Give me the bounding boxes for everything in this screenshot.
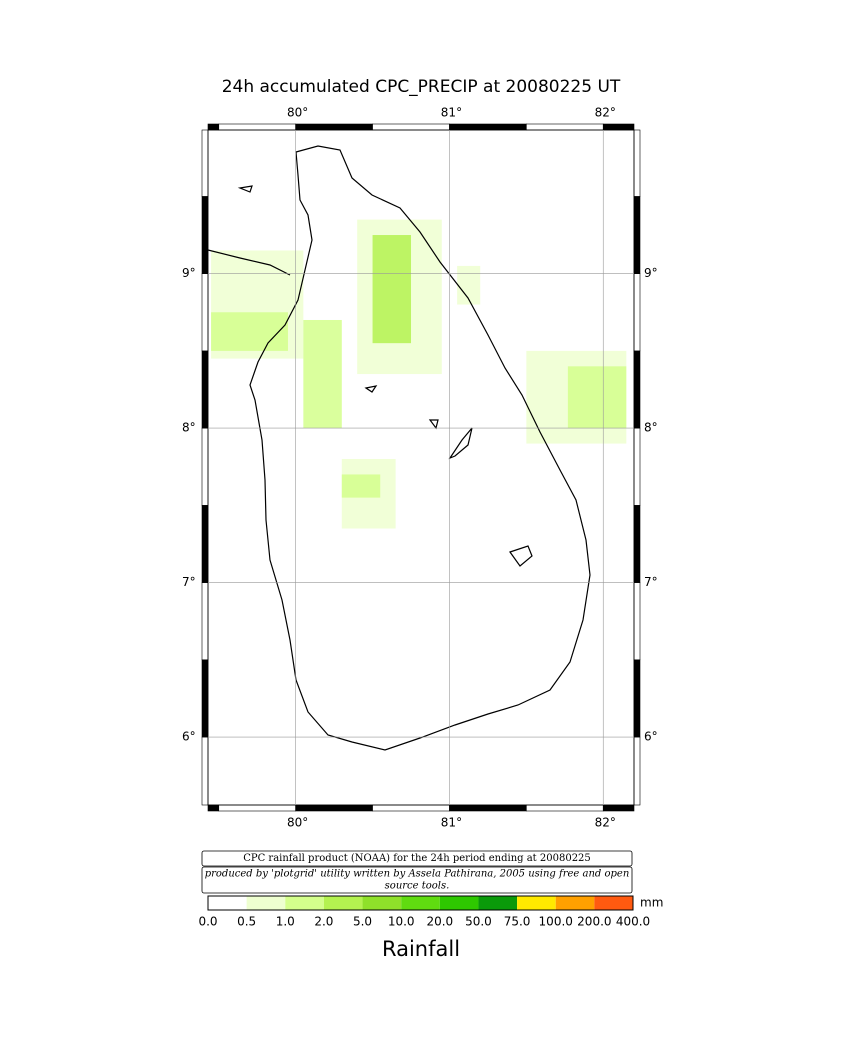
colorbar-swatch (517, 896, 556, 910)
frame-bar (295, 804, 373, 812)
frame-bar (633, 505, 641, 583)
frame-bar (201, 427, 209, 506)
rain-cell (567, 366, 627, 429)
x-tick-label: 81° (441, 816, 462, 830)
y-tick-label: 7° (182, 575, 196, 589)
frame-bar (218, 804, 296, 812)
colorbar-tick-label: 75.0 (504, 915, 531, 929)
frame-bar (602, 804, 635, 812)
frame-bar (295, 123, 373, 131)
y-tick-label: 7° (644, 575, 658, 589)
frame-bar (201, 196, 209, 274)
x-tick-label: 82° (595, 816, 616, 830)
credit-box (201, 866, 633, 894)
frame-bar (633, 582, 641, 661)
frame-bar (201, 273, 209, 352)
rain-cell (457, 265, 481, 305)
frame-bar (633, 736, 641, 806)
x-tick-label: 80° (287, 106, 308, 120)
colorbar-tick-label: 200.0 (577, 915, 611, 929)
colorbar-swatch (246, 896, 286, 910)
colorbar-swatch (594, 896, 633, 910)
colorbar-swatch (555, 896, 595, 910)
caption-box (201, 850, 633, 867)
frame-bar (201, 129, 209, 197)
frame-bar (633, 427, 641, 506)
frame-bar (633, 196, 641, 274)
rain-cell (211, 312, 288, 351)
frame-bar (633, 350, 641, 429)
colorbar-tick-label: 2.0 (314, 915, 333, 929)
colorbar-swatch (362, 896, 402, 910)
frame-bar (207, 804, 220, 812)
frame-bar (449, 123, 527, 131)
frame-bar (633, 273, 641, 352)
y-tick-label: 6° (644, 730, 658, 744)
colorbar: 0.0 0.5 1.0 2.0 5.0 10.0 20.0 50.0 75.0 100.0 200.… (198, 895, 650, 929)
colorbar-swatch (208, 896, 247, 910)
rain-layer (211, 219, 627, 529)
colorbar-unit: mm (640, 896, 663, 910)
frame-bar (449, 804, 527, 812)
colorbar-tick-label: 0.0 (198, 915, 217, 929)
x-tick-label: 82° (595, 106, 616, 120)
frame-bar (201, 582, 209, 661)
frame-bar (201, 659, 209, 738)
y-tick-label: 6° (182, 730, 196, 744)
colorbar-tick-label: 50.0 (465, 915, 492, 929)
plot-border (207, 129, 635, 806)
colorbar-tick-label: 100.0 (539, 915, 573, 929)
coastline (207, 145, 591, 751)
map-frame: 80° 80° 81° 81° 82° 82° 9° 9° 8° 8° 7° 7° 6° 6° (182, 106, 658, 830)
y-tick-label: 9° (182, 266, 196, 280)
frame-bar (207, 123, 220, 131)
colorbar-border (207, 895, 634, 911)
map-title: 24h accumulated CPC_PRECIP at 20080225 U… (222, 77, 621, 97)
colorbar-swatch (285, 896, 324, 910)
colorbar-tick-label: 5.0 (353, 915, 372, 929)
y-tick-label: 8° (182, 421, 196, 435)
frame-bar (201, 736, 209, 806)
rain-cell (303, 319, 342, 429)
frame-bar (633, 129, 641, 197)
frame-bar (372, 123, 450, 131)
colorbar-tick-label: 20.0 (426, 915, 453, 929)
colorbar-tick-label: 10.0 (388, 915, 415, 929)
y-tick-label: 9° (644, 266, 658, 280)
frame-bar (633, 659, 641, 738)
colorbar-tick-label: 400.0 (616, 915, 650, 929)
frame-bar (201, 505, 209, 583)
colorbar-tick-label: 1.0 (276, 915, 295, 929)
frame-bar (602, 123, 635, 131)
frame-bar (526, 123, 604, 131)
colorbar-tick-label: 0.5 (237, 915, 256, 929)
rain-cell (372, 235, 412, 344)
frame-bar (526, 804, 604, 812)
colorbar-swatch (401, 896, 440, 910)
colorbar-swatch (439, 896, 479, 910)
credit-line: produced by 'plotgrid' utility written b… (205, 869, 630, 880)
x-tick-label: 80° (287, 816, 308, 830)
frame-bar (372, 804, 450, 812)
caption-line: CPC rainfall product (NOAA) for the 24h … (243, 853, 591, 864)
credit-line: source tools. (385, 881, 450, 892)
rain-cell (341, 474, 381, 498)
frame-bar (218, 123, 296, 131)
colorbar-swatch (323, 896, 363, 910)
y-tick-label: 8° (644, 421, 658, 435)
colorbar-label: Rainfall (382, 937, 460, 961)
colorbar-swatch (478, 896, 518, 910)
x-tick-label: 81° (441, 106, 462, 120)
frame-bar (201, 350, 209, 429)
